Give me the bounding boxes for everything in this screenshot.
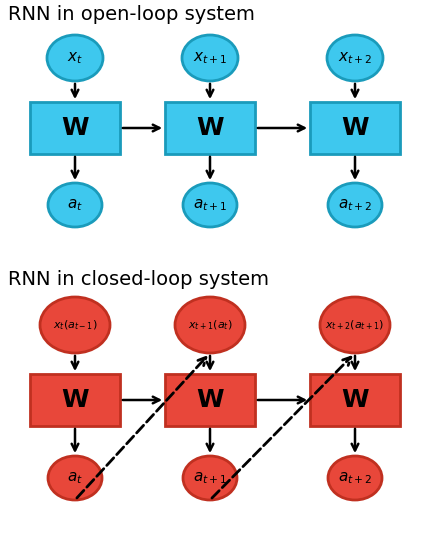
- Text: $x_{t+1}(a_t)$: $x_{t+1}(a_t)$: [188, 318, 232, 332]
- Text: RNN in closed-loop system: RNN in closed-loop system: [8, 270, 269, 289]
- Ellipse shape: [48, 456, 102, 500]
- Text: W: W: [196, 116, 224, 140]
- Text: W: W: [341, 116, 369, 140]
- FancyBboxPatch shape: [165, 374, 255, 426]
- Text: $x_t$: $x_t$: [67, 50, 83, 66]
- Text: $a_{t+1}$: $a_{t+1}$: [193, 197, 227, 213]
- Text: $x_{t+2}$: $x_{t+2}$: [338, 50, 372, 66]
- Ellipse shape: [327, 35, 383, 81]
- Text: W: W: [61, 116, 89, 140]
- Ellipse shape: [328, 456, 382, 500]
- Ellipse shape: [47, 35, 103, 81]
- Ellipse shape: [183, 183, 237, 227]
- Ellipse shape: [175, 297, 245, 353]
- Ellipse shape: [183, 456, 237, 500]
- Text: $x_t(a_{t-1})$: $x_t(a_{t-1})$: [53, 318, 97, 332]
- FancyBboxPatch shape: [310, 102, 400, 154]
- Ellipse shape: [48, 183, 102, 227]
- Text: $a_t$: $a_t$: [67, 197, 83, 213]
- Text: W: W: [196, 388, 224, 412]
- FancyBboxPatch shape: [30, 102, 120, 154]
- Ellipse shape: [182, 35, 238, 81]
- FancyBboxPatch shape: [165, 102, 255, 154]
- Ellipse shape: [328, 183, 382, 227]
- Ellipse shape: [320, 297, 390, 353]
- Text: W: W: [341, 388, 369, 412]
- Text: $a_t$: $a_t$: [67, 470, 83, 486]
- Text: RNN in open-loop system: RNN in open-loop system: [8, 5, 255, 24]
- Ellipse shape: [40, 297, 110, 353]
- Text: $x_{t+1}$: $x_{t+1}$: [193, 50, 227, 66]
- Text: $x_{t+2}(a_{t+1})$: $x_{t+2}(a_{t+1})$: [325, 318, 385, 332]
- FancyBboxPatch shape: [310, 374, 400, 426]
- Text: $a_{t+1}$: $a_{t+1}$: [193, 470, 227, 486]
- Text: W: W: [61, 388, 89, 412]
- FancyBboxPatch shape: [30, 374, 120, 426]
- Text: $a_{t+2}$: $a_{t+2}$: [338, 470, 372, 486]
- Text: $a_{t+2}$: $a_{t+2}$: [338, 197, 372, 213]
